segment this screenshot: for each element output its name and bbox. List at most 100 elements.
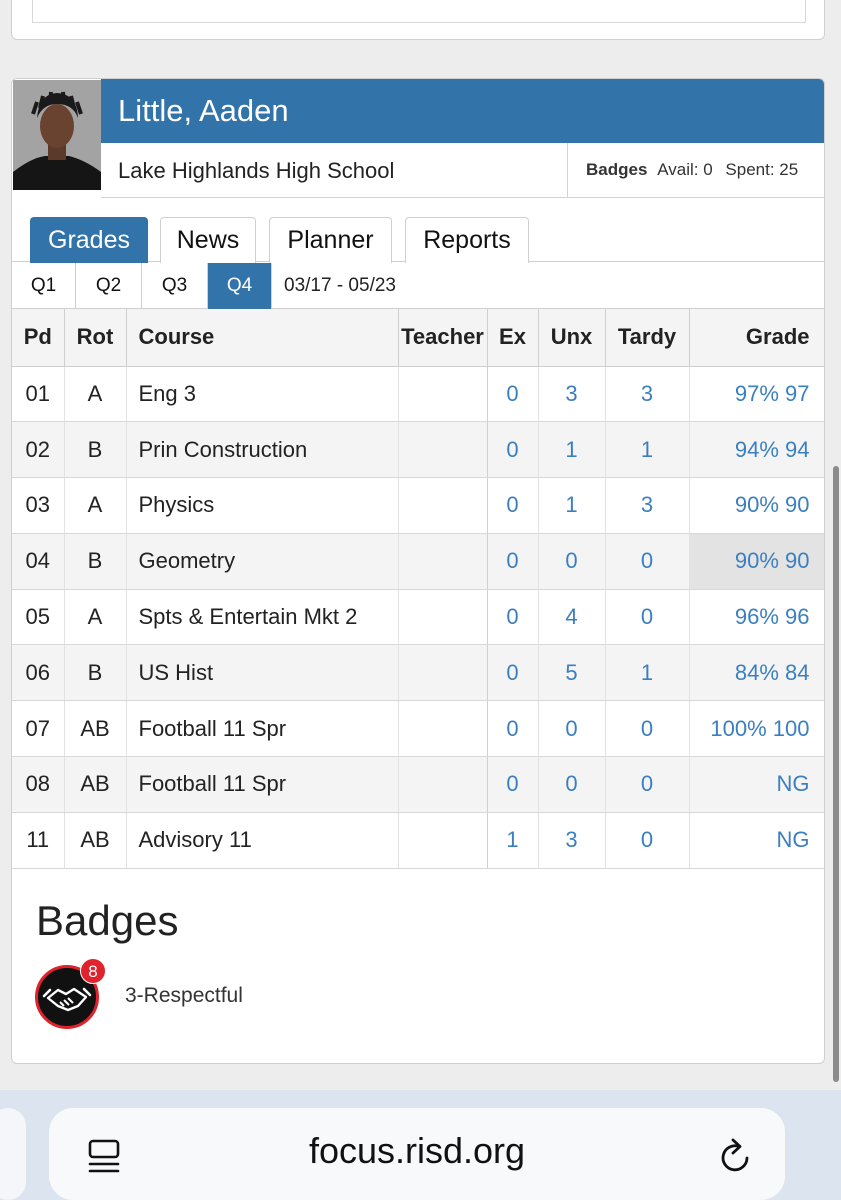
header-tardy[interactable]: Tardy [605,309,690,367]
tab-grades[interactable]: Grades [30,217,148,263]
cell-tardy[interactable]: 0 [605,700,690,758]
cell-ex[interactable]: 0 [487,366,539,423]
cell-rot: AB [64,756,127,813]
cell-unx[interactable]: 5 [538,644,606,702]
cell-tardy[interactable]: 1 [605,644,690,702]
cell-tardy[interactable]: 1 [605,421,690,479]
cell-rot: A [64,366,127,423]
url-text: focus.risd.org [308,1130,526,1171]
table-header-row: Pd Rot Course Teacher Ex Unx Tardy Grade [12,309,824,367]
cell-course: Physics [126,477,399,534]
handshake-icon[interactable] [35,965,99,1029]
cell-unx[interactable]: 0 [538,756,606,813]
cell-rot: B [64,421,127,479]
cell-rot: B [64,644,127,702]
cell-unx[interactable]: 0 [538,533,606,590]
cell-course: Geometry [126,533,399,590]
cell-grade[interactable]: 96% 96 [689,589,824,646]
badges-spent: Spent: 25 [725,160,799,179]
header-rot[interactable]: Rot [64,309,127,367]
cell-teacher [398,366,488,423]
cell-ex[interactable]: 0 [487,700,539,758]
cell-course: Eng 3 [126,366,399,423]
cell-grade[interactable]: 100% 100 [689,700,824,758]
previous-tab-edge[interactable] [0,1108,26,1200]
cell-course: Football 11 Spr [126,756,399,813]
table-row: 08 AB Football 11 Spr 0 0 0 NG [12,756,824,813]
badge-label: 3-Respectful [125,984,243,1007]
cell-tardy[interactable]: 0 [605,812,690,869]
table-row: 02 B Prin Construction 0 1 1 94% 94 [12,421,824,479]
header-course[interactable]: Course [126,309,399,367]
cell-teacher [398,644,488,702]
table-row: 06 B US Hist 0 5 1 84% 84 [12,644,824,702]
cell-unx[interactable]: 3 [538,366,606,423]
cell-pd: 06 [12,644,65,702]
cell-grade[interactable]: 94% 94 [689,421,824,479]
header-pd[interactable]: Pd [12,309,65,367]
header-unx[interactable]: Unx [538,309,606,367]
cell-tardy[interactable]: 0 [605,533,690,590]
student-name-bar: Little, Aaden [101,79,824,143]
cell-grade[interactable]: NG [689,812,824,869]
cell-grade[interactable]: 90% 90 [689,477,824,534]
reader-icon[interactable] [87,1138,121,1176]
badges-summary: Badges Avail: 0 Spent: 25 [567,143,824,197]
cell-ex[interactable]: 0 [487,533,539,590]
cell-course: Spts & Entertain Mkt 2 [126,589,399,646]
cell-ex[interactable]: 0 [487,589,539,646]
tab-planner[interactable]: Planner [269,217,392,263]
cell-teacher [398,756,488,813]
cell-unx[interactable]: 1 [538,477,606,534]
quarter-q1[interactable]: Q1 [12,263,76,309]
student-name: Little, Aaden [118,93,289,128]
cell-pd: 07 [12,700,65,758]
quarter-q2[interactable]: Q2 [76,263,142,309]
cell-unx[interactable]: 4 [538,589,606,646]
cell-grade[interactable]: 84% 84 [689,644,824,702]
cell-pd: 05 [12,589,65,646]
cell-pd: 04 [12,533,65,590]
student-photo [13,80,101,190]
tab-reports[interactable]: Reports [405,217,529,263]
cell-unx[interactable]: 3 [538,812,606,869]
cell-ex[interactable]: 1 [487,812,539,869]
header-ex[interactable]: Ex [487,309,539,367]
cell-unx[interactable]: 0 [538,700,606,758]
cell-teacher [398,533,488,590]
cell-course: Football 11 Spr [126,700,399,758]
quarter-q4[interactable]: Q4 [208,263,272,309]
reload-icon[interactable] [719,1136,755,1176]
table-row: 07 AB Football 11 Spr 0 0 0 100% 100 [12,700,824,758]
tab-bar: Grades News Planner Reports [12,215,824,263]
cell-tardy[interactable]: 0 [605,756,690,813]
badge-count: 8 [80,958,106,984]
cell-tardy[interactable]: 3 [605,477,690,534]
school-row: Lake Highlands High School Badges Avail:… [101,143,824,198]
cell-pd: 11 [12,812,65,869]
header-grade[interactable]: Grade [689,309,824,367]
cell-ex[interactable]: 0 [487,644,539,702]
cell-ex[interactable]: 0 [487,477,539,534]
quarter-q3[interactable]: Q3 [142,263,208,309]
cell-rot: B [64,533,127,590]
cell-grade[interactable]: 90% 90 [689,533,824,590]
cell-grade[interactable]: 97% 97 [689,366,824,423]
cell-rot: A [64,477,127,534]
cell-unx[interactable]: 1 [538,421,606,479]
header-teacher[interactable]: Teacher [398,309,488,367]
address-bar[interactable]: focus.risd.org [49,1108,785,1200]
tab-news[interactable]: News [160,217,256,263]
cell-tardy[interactable]: 3 [605,366,690,423]
school-name: Lake Highlands High School [118,158,395,183]
date-range: 03/17 - 05/23 [284,275,396,296]
cell-tardy[interactable]: 0 [605,589,690,646]
cell-teacher [398,477,488,534]
scrollbar[interactable] [833,466,839,1082]
cell-course: US Hist [126,644,399,702]
cell-pd: 08 [12,756,65,813]
cell-ex[interactable]: 0 [487,421,539,479]
cell-grade[interactable]: NG [689,756,824,813]
previous-card-content [32,0,806,23]
cell-ex[interactable]: 0 [487,756,539,813]
